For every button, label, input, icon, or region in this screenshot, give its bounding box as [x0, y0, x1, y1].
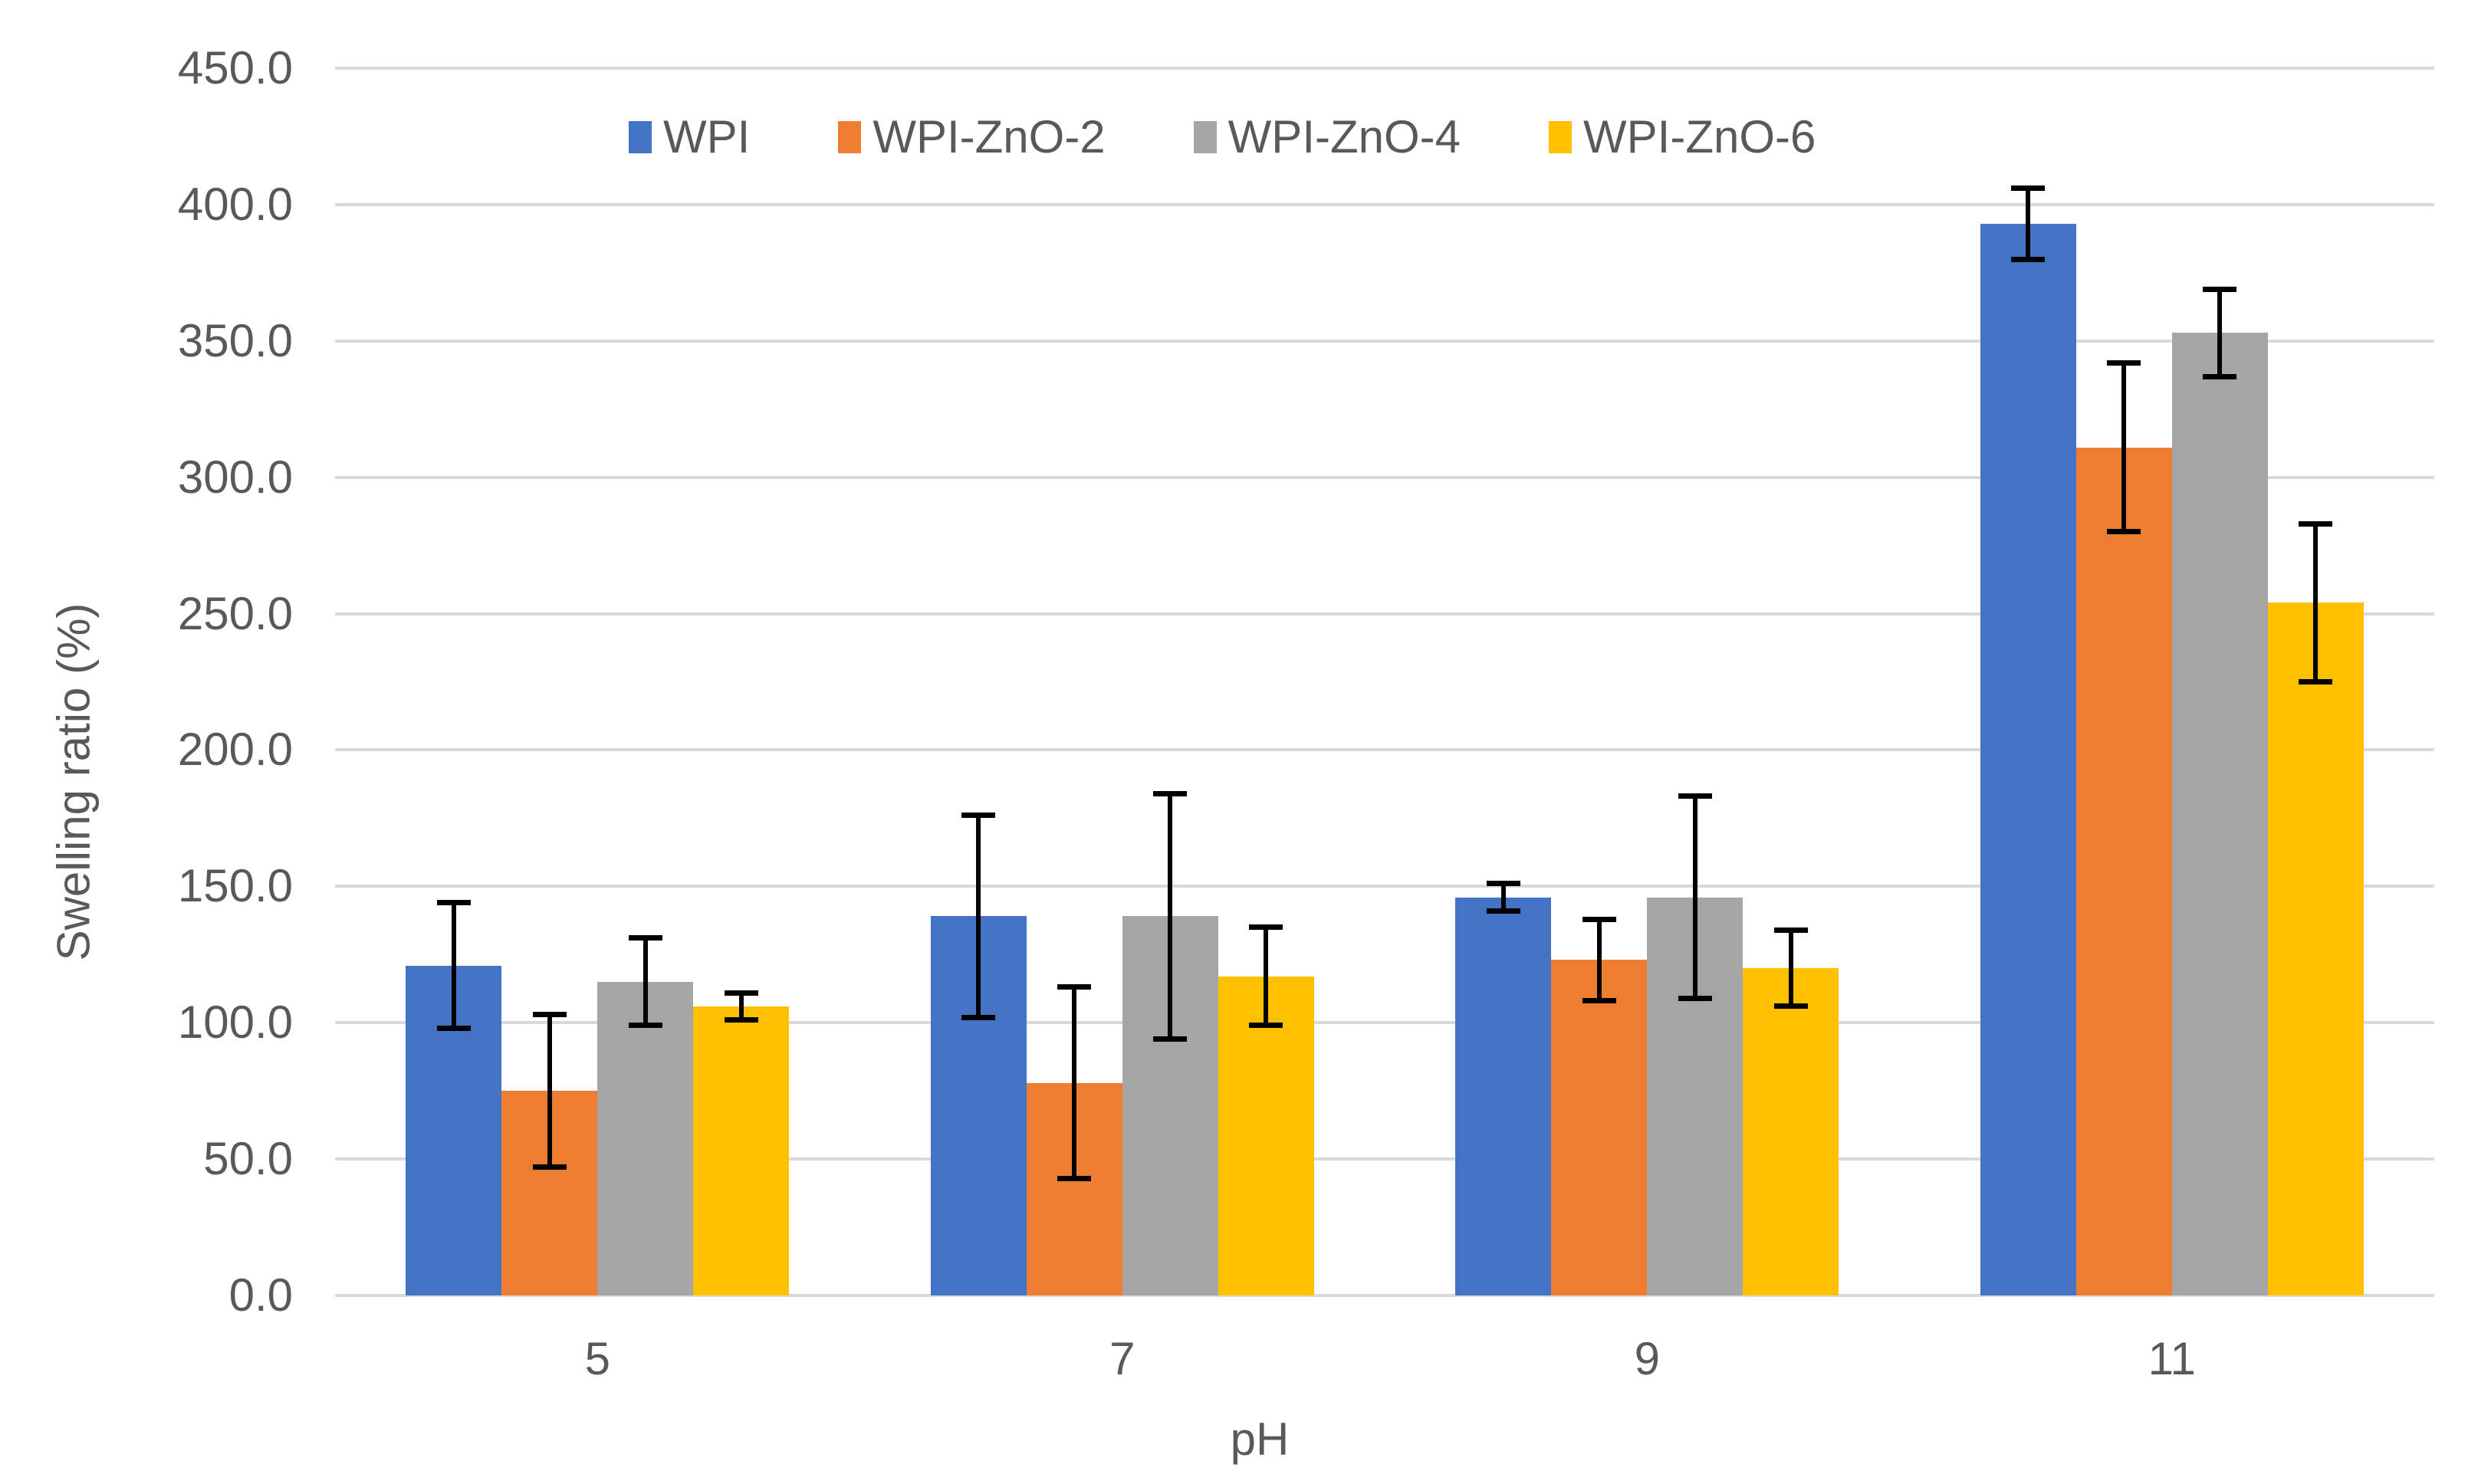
error-bar-cap — [1486, 881, 1520, 887]
y-tick-label: 0.0 — [228, 1269, 293, 1321]
error-bar-cap — [1057, 984, 1092, 990]
legend-label: WPI-ZnO-4 — [1227, 111, 1461, 163]
error-bar-line — [1596, 919, 1602, 1001]
error-bar-line — [547, 1014, 552, 1167]
error-bar-line — [738, 993, 744, 1020]
bar-WPI-pH9 — [1455, 897, 1552, 1295]
bar-WPI-ZnO-2-pH11 — [2075, 447, 2172, 1295]
y-tick-label: 450.0 — [177, 42, 293, 94]
gridline — [335, 748, 2434, 752]
bar-WPI-ZnO-6-pH5 — [693, 1006, 790, 1295]
y-tick-label: 200.0 — [177, 724, 293, 776]
x-tick-label: 11 — [2148, 1333, 2196, 1384]
legend-label: WPI-ZnO-2 — [873, 111, 1106, 163]
legend-swatch-icon — [1193, 121, 1217, 153]
legend-label: WPI — [663, 111, 751, 163]
error-bar-cap — [2107, 529, 2141, 535]
legend-item-WPI-ZnO-2: WPI-ZnO-2 — [838, 111, 1106, 163]
error-bar-cap — [1057, 1175, 1092, 1181]
error-bar-line — [2217, 289, 2223, 377]
legend-swatch-icon — [629, 121, 652, 153]
error-bar-cap — [2011, 256, 2046, 262]
error-bar-line — [1692, 796, 1697, 999]
error-bar-cap — [1153, 1036, 1188, 1042]
bar-WPI-ZnO-4-pH5 — [597, 981, 694, 1295]
error-bar-cap — [1678, 793, 1712, 799]
error-bar-line — [1168, 793, 1173, 1039]
gridline — [335, 1157, 2434, 1161]
error-bar-cap — [724, 1017, 758, 1023]
x-tick-label: 7 — [1109, 1333, 1135, 1384]
error-bar-cap — [1582, 916, 1616, 922]
y-tick-label: 50.0 — [203, 1133, 293, 1185]
bar-WPI-ZnO-6-pH11 — [2267, 602, 2364, 1295]
error-bar-cap — [2299, 679, 2333, 685]
error-bar-line — [976, 815, 981, 1018]
error-bar-cap — [2203, 286, 2237, 292]
y-tick-label: 150.0 — [177, 860, 293, 912]
x-axis-title: pH — [1230, 1413, 1290, 1465]
x-tick-label: 9 — [1634, 1333, 1660, 1384]
error-bar-cap — [1773, 927, 1808, 933]
error-bar-line — [2313, 524, 2319, 682]
gridline — [335, 1021, 2434, 1025]
bar-WPI-ZnO-4-pH11 — [2171, 333, 2268, 1295]
legend-swatch-icon — [1549, 121, 1573, 153]
error-bar-line — [1788, 930, 1793, 1006]
bar-WPI-ZnO-2-pH9 — [1551, 960, 1648, 1295]
error-bar-cap — [1249, 924, 1283, 931]
error-bar-cap — [532, 1012, 567, 1018]
error-bar-cap — [1486, 908, 1520, 914]
error-bar-line — [1072, 987, 1077, 1178]
error-bar-line — [1264, 927, 1269, 1026]
legend-item-WPI-ZnO-6: WPI-ZnO-6 — [1549, 112, 1816, 163]
error-bar-cap — [1582, 998, 1616, 1004]
gridline — [335, 475, 2434, 479]
error-bar-cap — [2107, 360, 2141, 366]
error-bar-line — [643, 937, 648, 1026]
chart-legend: WPI WPI-ZnO-2 WPI-ZnO-4 WPI-ZnO-6 — [629, 112, 1816, 163]
legend-item-WPI: WPI — [629, 112, 750, 163]
bar-WPI-ZnO-6-pH9 — [1743, 968, 1839, 1295]
error-bar-cap — [436, 900, 471, 906]
error-bar-line — [2121, 363, 2127, 532]
legend-label: WPI-ZnO-6 — [1583, 111, 1816, 163]
error-bar-cap — [724, 990, 758, 996]
error-bar-cap — [2299, 520, 2333, 527]
error-bar-line — [1500, 883, 1506, 911]
error-bar-cap — [2203, 373, 2237, 379]
error-bar-cap — [1773, 1003, 1808, 1010]
bar-WPI-ZnO-6-pH7 — [1218, 976, 1314, 1295]
error-bar-cap — [2011, 186, 2046, 192]
bar-WPI-pH11 — [1980, 223, 2076, 1295]
error-bar-cap — [532, 1164, 567, 1170]
y-tick-label: 300.0 — [177, 451, 293, 503]
gridline — [335, 612, 2434, 616]
y-tick-label: 100.0 — [177, 996, 293, 1049]
x-tick-label: 5 — [584, 1333, 610, 1384]
plot-area — [335, 67, 2434, 1297]
legend-swatch-icon — [838, 121, 862, 153]
gridline — [335, 67, 2434, 70]
gridline — [335, 1294, 2434, 1297]
error-bar-cap — [1249, 1023, 1283, 1029]
error-bar-cap — [1678, 995, 1712, 1001]
y-tick-label: 400.0 — [177, 178, 293, 230]
y-tick-label: 250.0 — [177, 587, 293, 639]
error-bar-cap — [961, 1014, 996, 1020]
error-bar-cap — [628, 935, 662, 941]
gridline — [335, 339, 2434, 343]
error-bar-cap — [436, 1025, 471, 1031]
error-bar-cap — [628, 1023, 662, 1029]
error-bar-line — [2026, 188, 2031, 260]
legend-item-WPI-ZnO-4: WPI-ZnO-4 — [1193, 111, 1461, 163]
error-bar-cap — [961, 813, 996, 819]
y-tick-label: 350.0 — [177, 314, 293, 366]
gridline — [335, 885, 2434, 888]
gridline — [335, 202, 2434, 206]
error-bar-cap — [1153, 790, 1188, 796]
error-bar-line — [451, 902, 456, 1029]
